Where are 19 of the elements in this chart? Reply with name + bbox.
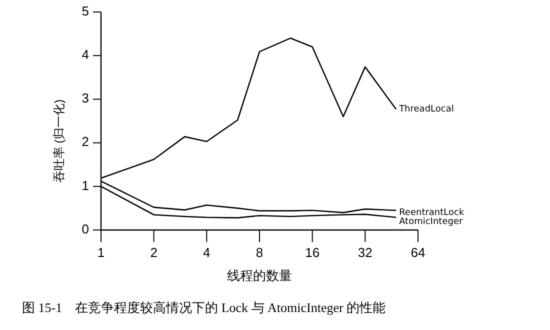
x-tick-label: 1: [97, 245, 105, 260]
y-tick-label: 0: [82, 221, 89, 236]
y-tick-label: 2: [82, 134, 89, 150]
y-tick-label: 4: [82, 47, 89, 62]
y-tick-label: 3: [82, 90, 89, 106]
y-tick-label: 1: [82, 178, 89, 193]
series-label: ThreadLocal: [398, 104, 454, 115]
x-tick-label: 16: [305, 245, 320, 260]
text: 图 15-1 在竞争程度较高情况下的 Lock 与 AtomicInteger 的性能: [22, 300, 386, 315]
x-tick-label: 32: [358, 245, 372, 260]
y-axis-title: 吞吐率 (归一化): [52, 99, 66, 183]
x-tick-label: 4: [203, 245, 210, 260]
x-tick-label: 64: [410, 245, 426, 260]
x-tick-label: 2: [150, 245, 158, 260]
series-label: AtomicInteger: [399, 216, 463, 227]
x-axis-title: 线程的数量: [227, 268, 292, 283]
x-tick-label: 8: [256, 245, 264, 260]
series-label: ReentrantLock: [399, 208, 465, 218]
y-tick-label: 5: [82, 3, 89, 18]
